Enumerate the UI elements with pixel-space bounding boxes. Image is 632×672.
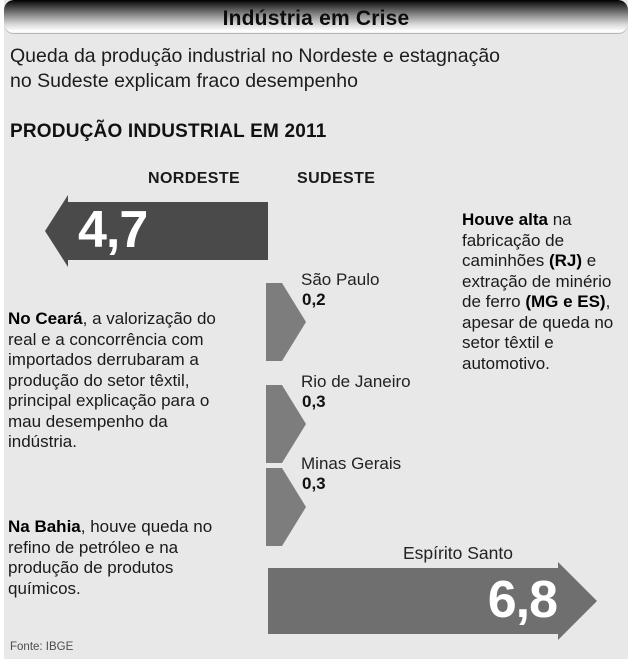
title-bar [4,0,628,33]
state-label-rio-de-janeiro: Rio de Janeiro [301,372,411,391]
espirito-santo-arrow [268,562,597,640]
state-label-espirito-santo: Espírito Santo [403,543,513,563]
note-ceara-text: , a valorização do real e a concorrência… [8,309,216,451]
subtitle-line-2: no Sudeste explicam fraco desempenho [10,70,358,92]
note-sudeste-bold-2: (RJ) [548,251,582,270]
state-value-sao-paulo: 0,2 [302,290,326,309]
note-sudeste-bold-1: Houve alta [462,210,548,229]
note-sudeste-text-2: e extração de minério de ferro [462,251,612,311]
infographic-panel [4,0,628,659]
right-arrow-shape [266,283,306,361]
left-arrow-shape [45,195,268,267]
minas-gerais-arrow [266,468,306,546]
subtitle-line-1: Queda da produção industrial no Nordeste… [10,45,501,67]
note-bahia-bold: Na Bahia [8,517,81,536]
note-sudeste-text-1: na fabricação de caminhões [462,210,572,270]
espirito-santo-value: 6,8 [487,571,558,629]
column-header-nordeste: NORDESTE [148,170,241,187]
page-title: Indústria em Crise [222,7,410,30]
note-bahia-text: , houve queda no refino de petróleo e na… [8,517,213,598]
subtitle: Queda da produção industrial no Nordeste… [10,44,620,94]
note-ceara-bold: No Ceará [8,309,83,328]
state-label-minas-gerais: Minas Gerais [301,454,402,473]
nordeste-decline-arrow [45,195,268,267]
state-value-rio-de-janeiro: 0,3 [302,392,326,411]
state-value-minas-gerais: 0,3 [302,474,326,493]
source-note: Fonte: IBGE [10,641,74,653]
state-label-sao-paulo: São Paulo [301,270,380,289]
right-arrow-shape [268,562,597,640]
note-bahia: Na Bahia, houve queda no refino de petró… [8,517,240,599]
right-arrow-shape [266,468,306,546]
right-arrow-shape [266,385,306,463]
note-sudeste-bold-3: (MG e ES) [525,292,606,311]
note-ceara: No Ceará, a valorização do real e a conc… [8,309,220,453]
note-sudeste: Houve alta na fabricação de caminhões (R… [462,210,628,374]
nordeste-value: 4,7 [78,201,148,259]
note-sudeste-text-3: , apesar de queda no setor têxtil e auto… [462,292,614,373]
column-header-sudeste: SUDESTE [297,170,376,187]
section-title: PRODUÇÃO INDUSTRIAL EM 2011 [10,121,327,142]
rio-de-janeiro-arrow [266,385,306,463]
sao-paulo-arrow [266,283,306,361]
